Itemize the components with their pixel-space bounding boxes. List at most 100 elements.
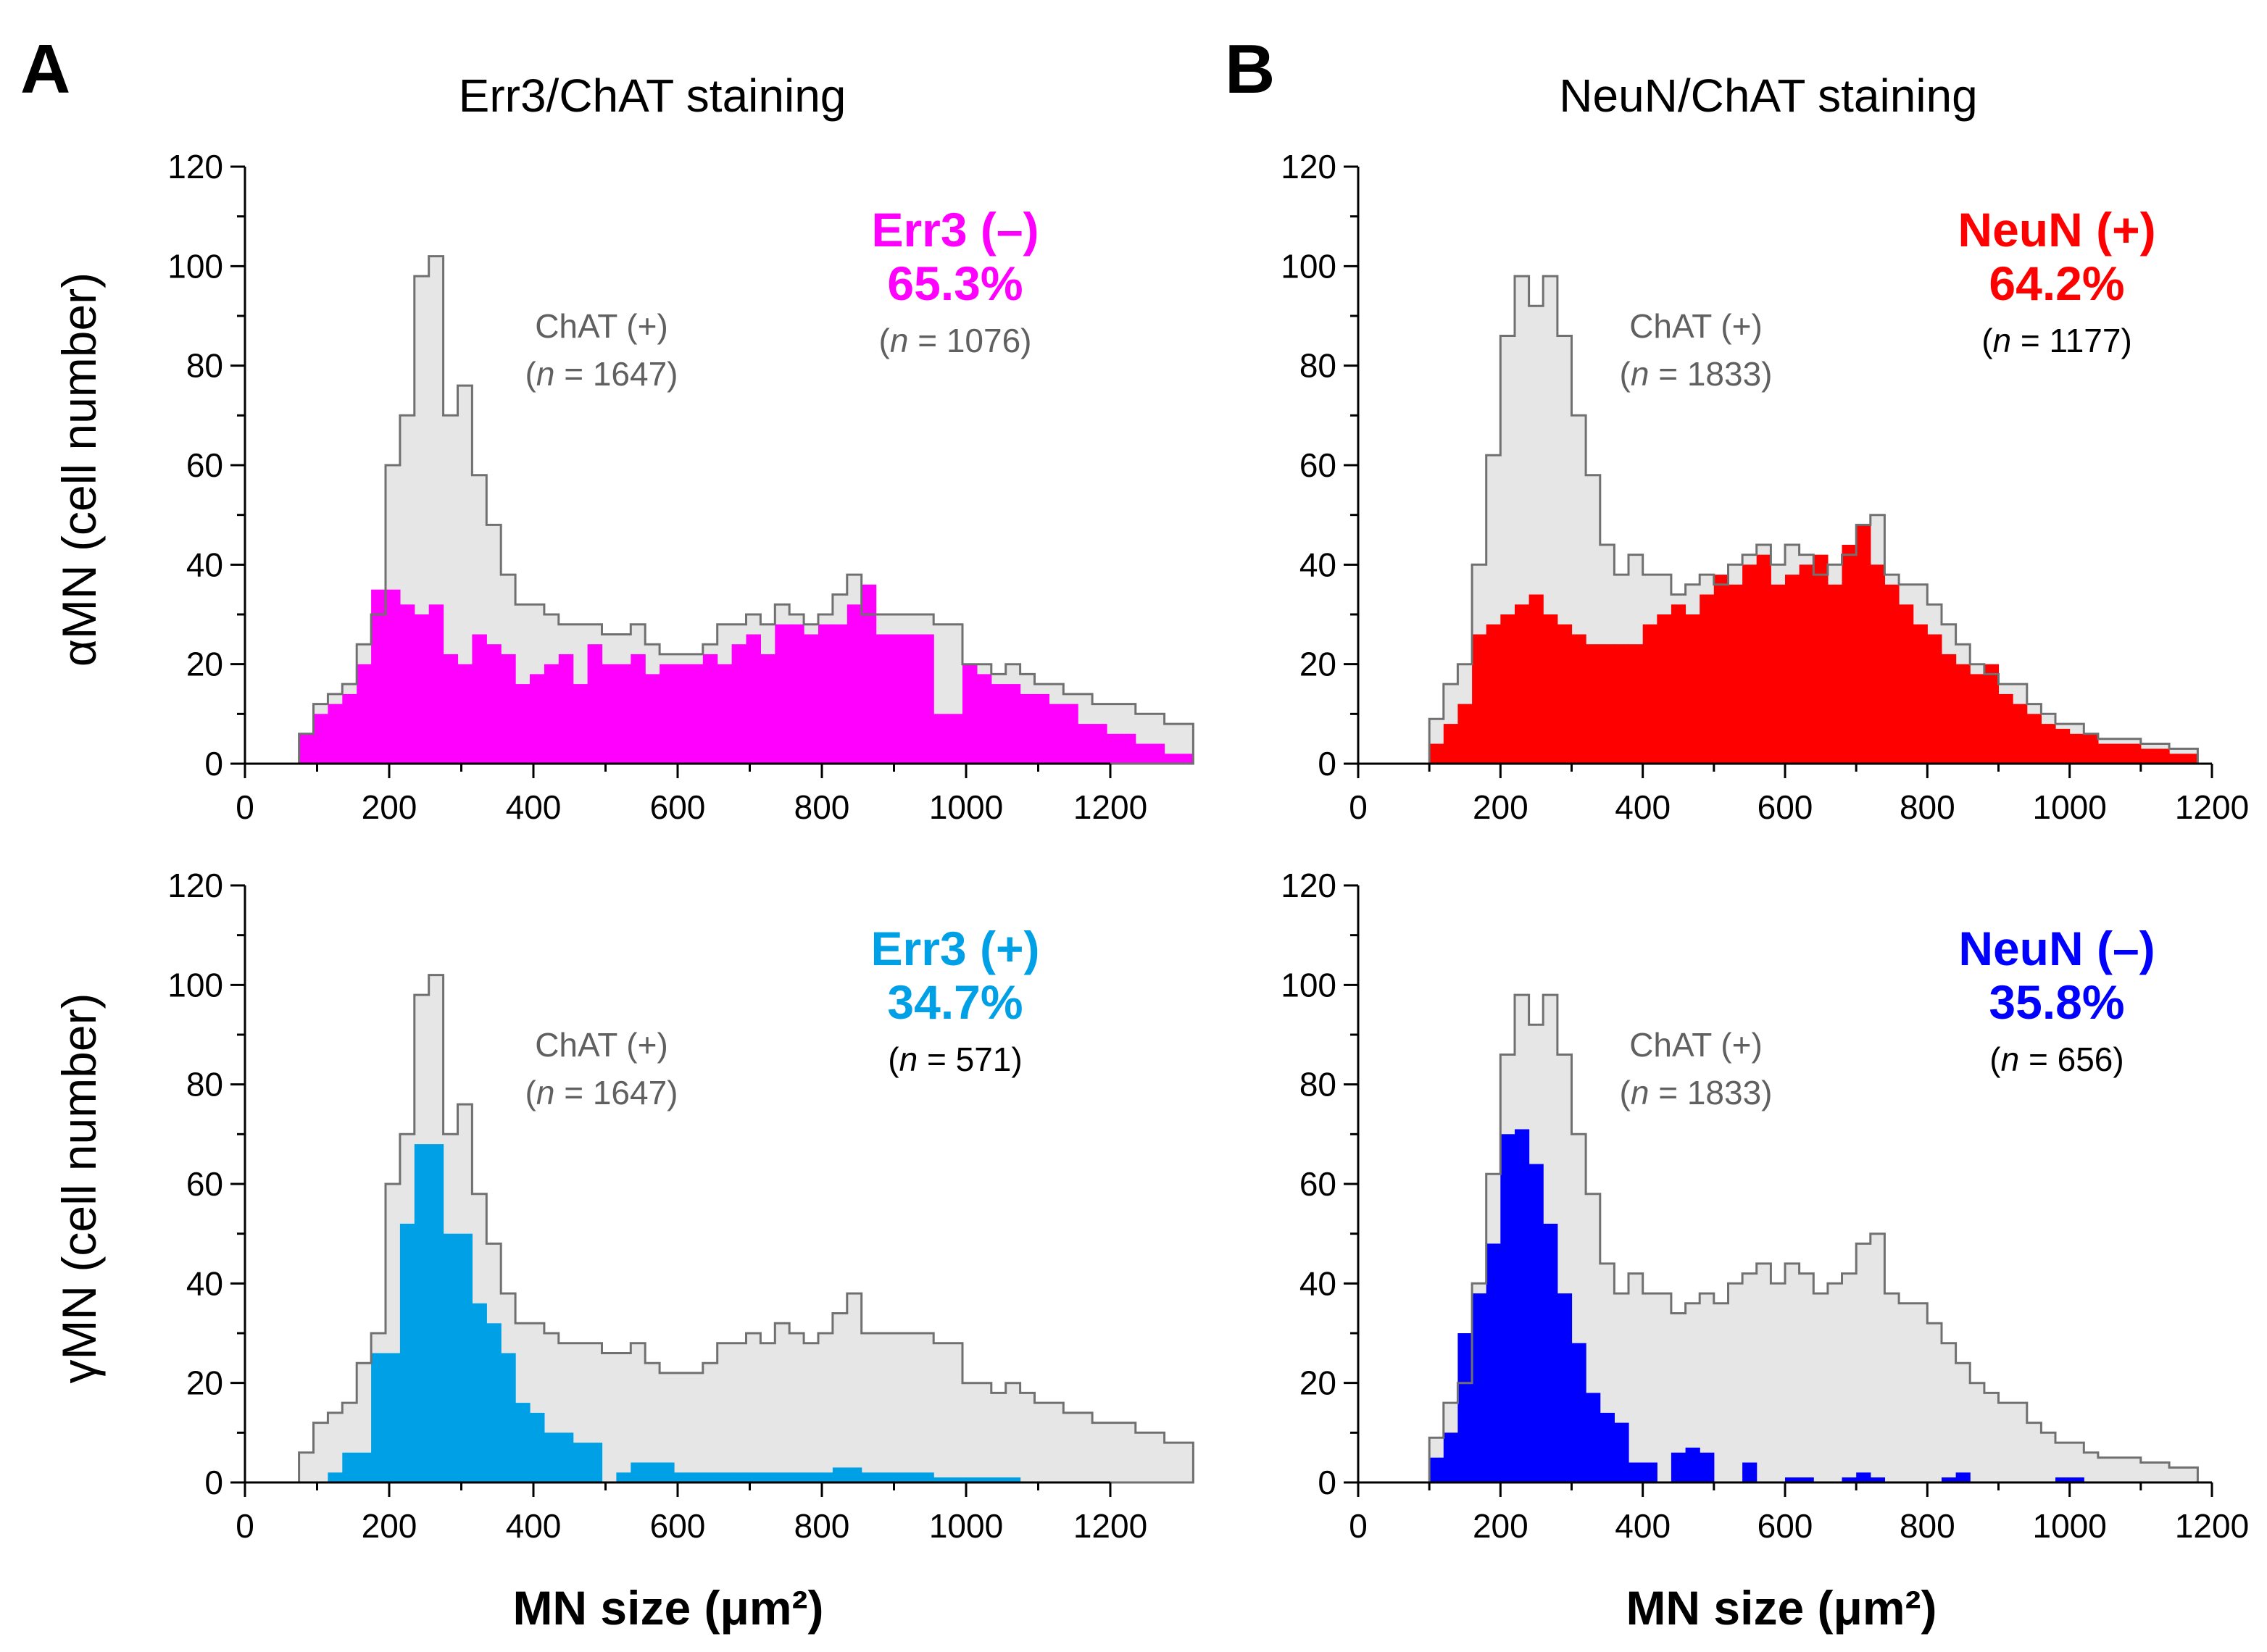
histogram-bar xyxy=(760,654,775,764)
foreground-label: Err3 (+) xyxy=(871,922,1040,975)
histogram-bar xyxy=(1671,604,1686,764)
histogram-bar xyxy=(443,1233,459,1482)
histogram-bar xyxy=(2140,748,2155,764)
histogram-bar xyxy=(1557,624,1573,764)
x-tick-label: 600 xyxy=(650,788,706,826)
x-tick-label: 400 xyxy=(506,788,562,826)
y-tick-label: 100 xyxy=(167,247,223,285)
histogram-bar xyxy=(2055,1477,2071,1482)
chat-label: ChAT (+) xyxy=(1629,307,1763,345)
histogram-bar xyxy=(2041,724,2056,764)
histogram-bar xyxy=(399,604,415,764)
histogram-bar xyxy=(342,1452,357,1482)
chat-histogram-fill xyxy=(1429,995,2198,1482)
foreground-percent: 34.7% xyxy=(887,975,1023,1029)
histogram-bar xyxy=(1927,634,1942,764)
x-tick-label: 400 xyxy=(1615,1507,1671,1545)
histogram-bar xyxy=(1543,1223,1558,1482)
histogram-bar xyxy=(544,1432,560,1482)
histogram-bar xyxy=(313,714,328,764)
histogram-bar xyxy=(1799,564,1814,764)
histogram-bar xyxy=(962,664,978,764)
histogram-bar xyxy=(976,1477,992,1482)
y-tick-label: 40 xyxy=(186,1264,223,1302)
histogram-bar xyxy=(804,1472,819,1482)
histogram-bar xyxy=(847,604,862,764)
histogram-bar xyxy=(631,1462,646,1482)
y-tick-label: 60 xyxy=(1299,446,1336,484)
histogram-bar xyxy=(328,704,343,764)
chat-histogram-fill xyxy=(1429,276,2198,764)
histogram-bar xyxy=(832,624,848,764)
histogram-bar xyxy=(544,664,560,764)
histogram-bar xyxy=(357,1452,372,1482)
histogram-bar xyxy=(746,1472,761,1482)
histogram-bar xyxy=(558,654,574,764)
histogram-bar xyxy=(832,1467,848,1482)
histogram-bar xyxy=(1685,1447,1700,1482)
histogram-bar xyxy=(919,1472,934,1482)
histogram-bar xyxy=(847,1467,862,1482)
histogram-bar xyxy=(861,584,877,764)
y-tick-label: 120 xyxy=(1281,148,1336,185)
histogram-bar xyxy=(1657,614,1672,764)
histogram-bar xyxy=(558,1432,574,1482)
histogram-bar xyxy=(789,1472,804,1482)
histogram-bar xyxy=(1429,743,1444,764)
x-tick-label: 600 xyxy=(650,1507,706,1545)
histogram-bar xyxy=(1472,1293,1487,1482)
histogram-bar xyxy=(602,664,617,764)
histogram-bar xyxy=(1642,1462,1657,1482)
histogram-bar xyxy=(875,1472,891,1482)
histogram-bar xyxy=(399,1223,415,1482)
histogram-bar xyxy=(1149,743,1165,764)
histogram-bar xyxy=(486,1323,502,1482)
histogram-bar xyxy=(1092,724,1107,764)
y-tick-label: 20 xyxy=(1299,1364,1336,1402)
histogram-bar xyxy=(616,1472,631,1482)
x-tick-label: 1200 xyxy=(2175,1507,2249,1545)
chat-count: (n = 1833) xyxy=(1620,1074,1773,1111)
histogram-bar xyxy=(631,654,646,764)
histogram-bar xyxy=(1443,1432,1458,1482)
x-tick-label: 400 xyxy=(1615,788,1671,826)
histogram-bar xyxy=(1457,1333,1473,1482)
chat-count: (n = 1647) xyxy=(525,1074,678,1111)
histogram-bar xyxy=(775,1472,790,1482)
histogram-bar xyxy=(371,589,386,764)
histogram-bar xyxy=(1515,604,1530,764)
histogram-bar xyxy=(1586,644,1601,764)
histogram-bar xyxy=(1856,1472,1871,1482)
chat-histogram-outline xyxy=(298,255,1194,765)
chat-label: ChAT (+) xyxy=(535,1026,668,1064)
y-tick-label: 120 xyxy=(167,148,223,185)
histogram-bar xyxy=(414,614,430,764)
y-axis-label-top: αMN (cell number) xyxy=(52,272,106,667)
histogram-bar xyxy=(1429,1457,1444,1482)
histogram-bar xyxy=(414,1144,430,1482)
x-tick-label: 800 xyxy=(1900,1507,1955,1545)
y-tick-label: 60 xyxy=(186,1165,223,1203)
x-tick-label: 200 xyxy=(362,1507,417,1545)
histogram-bar xyxy=(1049,704,1064,764)
histogram-bar xyxy=(1571,634,1586,764)
histogram-bar xyxy=(486,644,502,764)
histogram-bar xyxy=(674,664,689,764)
histogram-bar xyxy=(933,714,949,764)
histogram-bar xyxy=(2169,754,2184,764)
chat-label: ChAT (+) xyxy=(1629,1026,1763,1064)
histogram-bar xyxy=(515,1403,531,1482)
y-tick-label: 120 xyxy=(167,867,223,904)
histogram-bar xyxy=(1955,664,1971,764)
chat-histogram-fill xyxy=(299,975,1194,1482)
histogram-bar xyxy=(1600,644,1615,764)
foreground-percent: 35.8% xyxy=(1989,975,2124,1029)
histogram-bar xyxy=(760,1472,775,1482)
histogram-bar xyxy=(1457,704,1473,764)
x-tick-label: 800 xyxy=(794,788,850,826)
histogram-bar xyxy=(357,664,372,764)
histogram-bar xyxy=(1005,684,1021,764)
histogram-bar xyxy=(587,1443,603,1482)
histogram-bar xyxy=(428,604,444,764)
